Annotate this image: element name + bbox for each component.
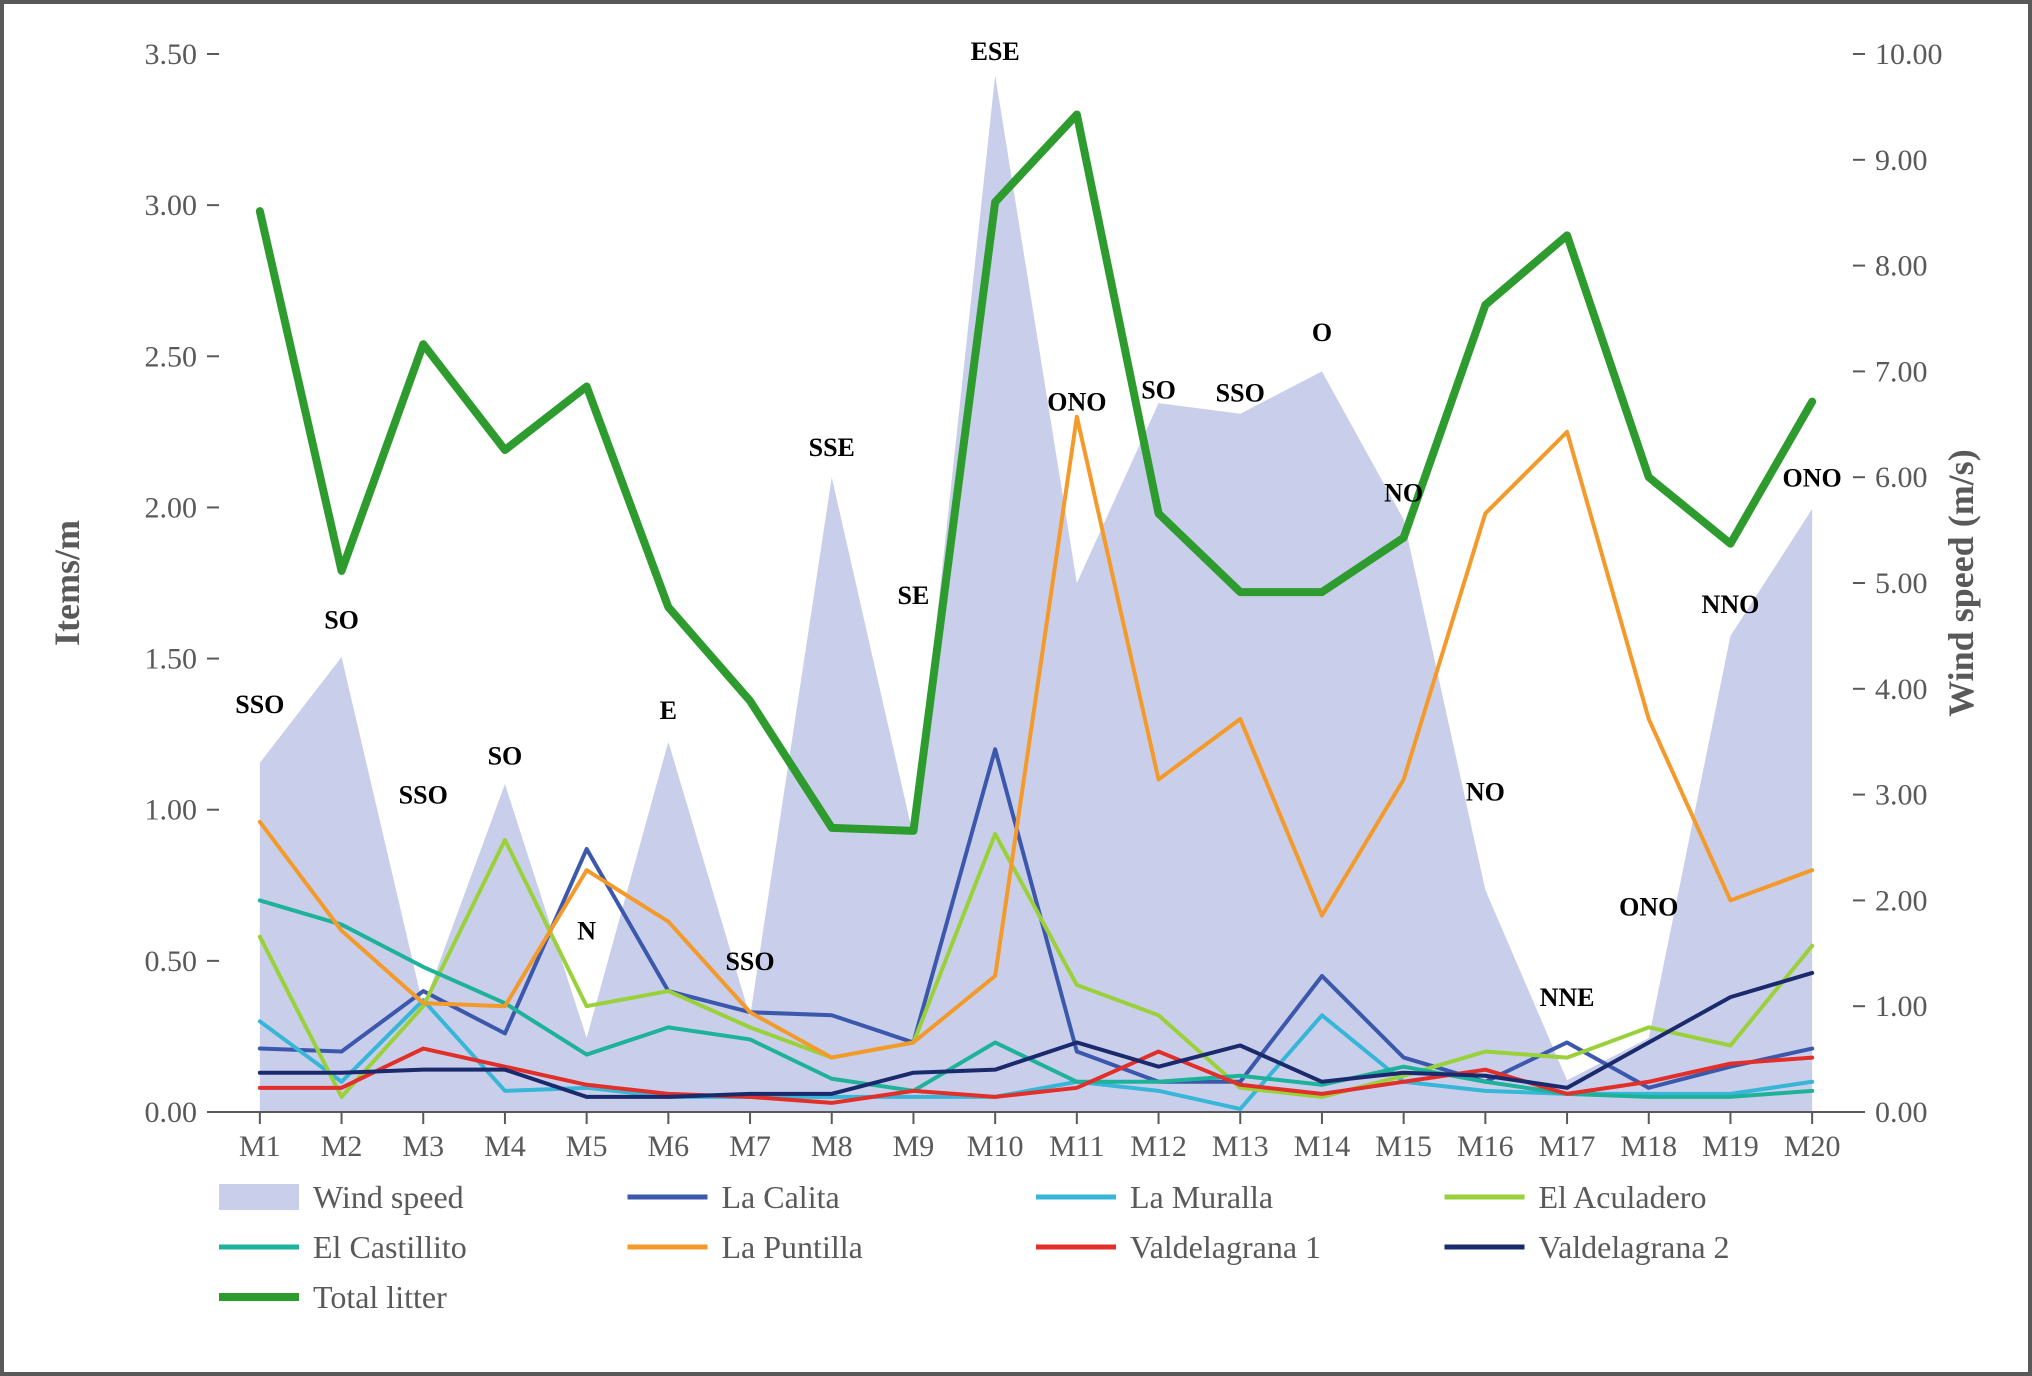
ytick-right-label: 6.00 — [1875, 461, 1928, 494]
ytick-right-label: 3.00 — [1875, 779, 1928, 812]
direction-label: ONO — [1047, 388, 1106, 417]
ytick-right-label: 0.00 — [1875, 1096, 1928, 1129]
ytick-left-label: 2.50 — [145, 340, 198, 373]
direction-label: SO — [324, 605, 359, 634]
ytick-right-label: 9.00 — [1875, 144, 1928, 177]
legend-label: La Calita — [722, 1179, 840, 1215]
x-category-label: M1 — [239, 1130, 281, 1163]
legend-swatch-area — [219, 1184, 299, 1210]
direction-label: O — [1312, 318, 1332, 347]
direction-label: SSE — [809, 433, 855, 462]
direction-label: SSO — [1216, 379, 1265, 408]
direction-label: SSO — [399, 781, 448, 810]
x-category-label: M3 — [402, 1130, 444, 1163]
ytick-left-label: 1.50 — [145, 643, 198, 676]
direction-label: SSO — [725, 947, 774, 976]
ytick-right-label: 7.00 — [1875, 355, 1928, 388]
legend-label: Valdelagrana 1 — [1130, 1229, 1321, 1265]
wind-speed-area — [260, 75, 1812, 1112]
direction-label: SO — [488, 741, 523, 770]
legend-label: Total litter — [313, 1279, 447, 1315]
x-category-label: M6 — [648, 1130, 690, 1163]
legend-label: El Aculadero — [1539, 1179, 1707, 1215]
direction-label: SO — [1141, 376, 1176, 405]
x-category-label: M19 — [1702, 1130, 1759, 1163]
x-category-label: M7 — [729, 1130, 771, 1163]
direction-label: NNE — [1540, 983, 1595, 1012]
ytick-right-label: 10.00 — [1875, 38, 1943, 71]
ytick-right-label: 4.00 — [1875, 673, 1928, 706]
direction-label: NO — [1466, 778, 1505, 807]
legend: Wind speed La Calita La Muralla El Aculader… — [219, 1179, 1730, 1315]
direction-label: NNO — [1702, 590, 1760, 619]
ytick-left-label: 3.00 — [145, 189, 198, 222]
direction-label: NO — [1384, 478, 1423, 507]
direction-label: ONO — [1619, 893, 1678, 922]
legend-label: Valdelagrana 2 — [1539, 1229, 1730, 1265]
ytick-right-label: 5.00 — [1875, 567, 1928, 600]
ytick-left-label: 1.00 — [145, 794, 198, 827]
x-category-label: M11 — [1049, 1130, 1105, 1163]
x-category-label: M9 — [893, 1130, 935, 1163]
x-category-label: M20 — [1784, 1130, 1841, 1163]
combo-chart: 0.00 0.50 1.00 1.50 2.00 2.50 3.00 3.50 Items/m 0… — [24, 24, 2008, 1352]
x-category-label: M12 — [1130, 1130, 1187, 1163]
direction-label: ONO — [1783, 463, 1842, 492]
legend-label: El Castillito — [313, 1229, 467, 1265]
x-category-label: M16 — [1457, 1130, 1514, 1163]
x-category-label: M2 — [321, 1130, 363, 1163]
ytick-left-label: 3.50 — [145, 38, 198, 71]
legend-label: La Puntilla — [722, 1229, 863, 1265]
x-category-label: M4 — [484, 1130, 526, 1163]
x-category-label: M8 — [811, 1130, 853, 1163]
direction-label: ESE — [971, 37, 1020, 66]
ytick-left-label: 2.00 — [145, 491, 198, 524]
x-category-label: M13 — [1212, 1130, 1269, 1163]
x-category-label: M10 — [967, 1130, 1024, 1163]
legend-label: Wind speed — [313, 1179, 464, 1215]
x-category-label: M18 — [1620, 1130, 1677, 1163]
legend-label: La Muralla — [1130, 1179, 1273, 1215]
ytick-left-label: 0.50 — [145, 945, 198, 978]
ytick-left-label: 0.00 — [145, 1096, 198, 1129]
ytick-right-label: 8.00 — [1875, 250, 1928, 283]
x-category-label: M15 — [1375, 1130, 1432, 1163]
y-axis-left-label: Items/m — [47, 520, 87, 646]
direction-label: E — [660, 696, 677, 725]
direction-label: SSO — [235, 690, 284, 719]
x-category-label: M14 — [1294, 1130, 1351, 1163]
x-category-label: M17 — [1539, 1130, 1596, 1163]
ytick-right-label: 2.00 — [1875, 884, 1928, 917]
ytick-right-label: 1.00 — [1875, 990, 1928, 1023]
x-category-label: M5 — [566, 1130, 608, 1163]
direction-label: SE — [898, 581, 930, 610]
direction-label: N — [577, 917, 596, 946]
y-axis-right-label: Wind speed (m/s) — [1941, 449, 1981, 716]
